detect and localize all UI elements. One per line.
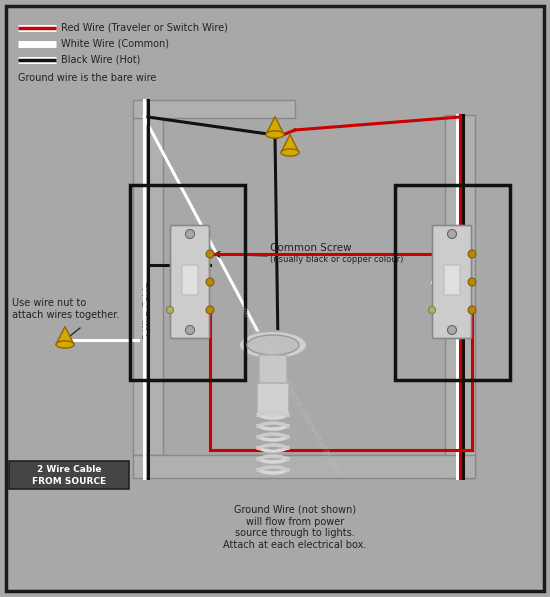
FancyBboxPatch shape [182, 265, 198, 295]
Polygon shape [56, 327, 74, 344]
Text: Black Wire (Hot): Black Wire (Hot) [61, 55, 140, 65]
Bar [133, 455, 475, 478]
Circle shape [468, 278, 476, 286]
Text: FROM SOURCE: FROM SOURCE [32, 478, 106, 487]
Text: 2 Wire Cable: 2 Wire Cable [37, 466, 101, 475]
FancyBboxPatch shape [432, 226, 471, 338]
Ellipse shape [56, 341, 74, 348]
Text: www.easy-do-it-yourself-home-improvements.com: www.easy-do-it-yourself-home-improvement… [238, 304, 342, 476]
Circle shape [185, 229, 195, 238]
Polygon shape [281, 134, 299, 152]
Text: Red Wire (Traveler or Switch Wire): Red Wire (Traveler or Switch Wire) [61, 23, 228, 33]
Circle shape [428, 306, 436, 313]
Bar [130, 185, 245, 380]
Circle shape [468, 250, 476, 258]
Circle shape [206, 250, 214, 258]
Ellipse shape [281, 149, 299, 156]
Circle shape [448, 229, 456, 238]
Text: 3 Wire Cable: 3 Wire Cable [455, 281, 465, 339]
FancyBboxPatch shape [9, 461, 129, 489]
Text: Common Screw: Common Screw [270, 243, 351, 253]
Circle shape [468, 306, 476, 314]
Text: (usually black or copper colour): (usually black or copper colour) [270, 256, 403, 264]
Bar [133, 100, 295, 118]
Ellipse shape [266, 131, 284, 138]
Text: Ground wire is the bare wire: Ground wire is the bare wire [18, 73, 156, 83]
Bar [445, 115, 475, 478]
FancyBboxPatch shape [444, 265, 460, 295]
Ellipse shape [247, 335, 299, 355]
FancyBboxPatch shape [257, 383, 289, 417]
Text: Ground Wire (not shown)
will flow from power
source through to lights.
Attach at: Ground Wire (not shown) will flow from p… [223, 505, 367, 550]
Polygon shape [266, 116, 284, 134]
Text: White Wire (Common): White Wire (Common) [61, 39, 169, 49]
Bar [133, 115, 163, 455]
Circle shape [185, 325, 195, 334]
Text: Use wire nut to
attach wires together.: Use wire nut to attach wires together. [12, 298, 119, 319]
Circle shape [206, 278, 214, 286]
Bar [395, 185, 510, 380]
Circle shape [206, 306, 214, 314]
Ellipse shape [239, 331, 307, 359]
Text: 3 Wire Cable: 3 Wire Cable [144, 281, 152, 339]
FancyBboxPatch shape [170, 226, 210, 338]
FancyBboxPatch shape [259, 355, 287, 389]
Circle shape [448, 325, 456, 334]
Circle shape [167, 306, 173, 313]
